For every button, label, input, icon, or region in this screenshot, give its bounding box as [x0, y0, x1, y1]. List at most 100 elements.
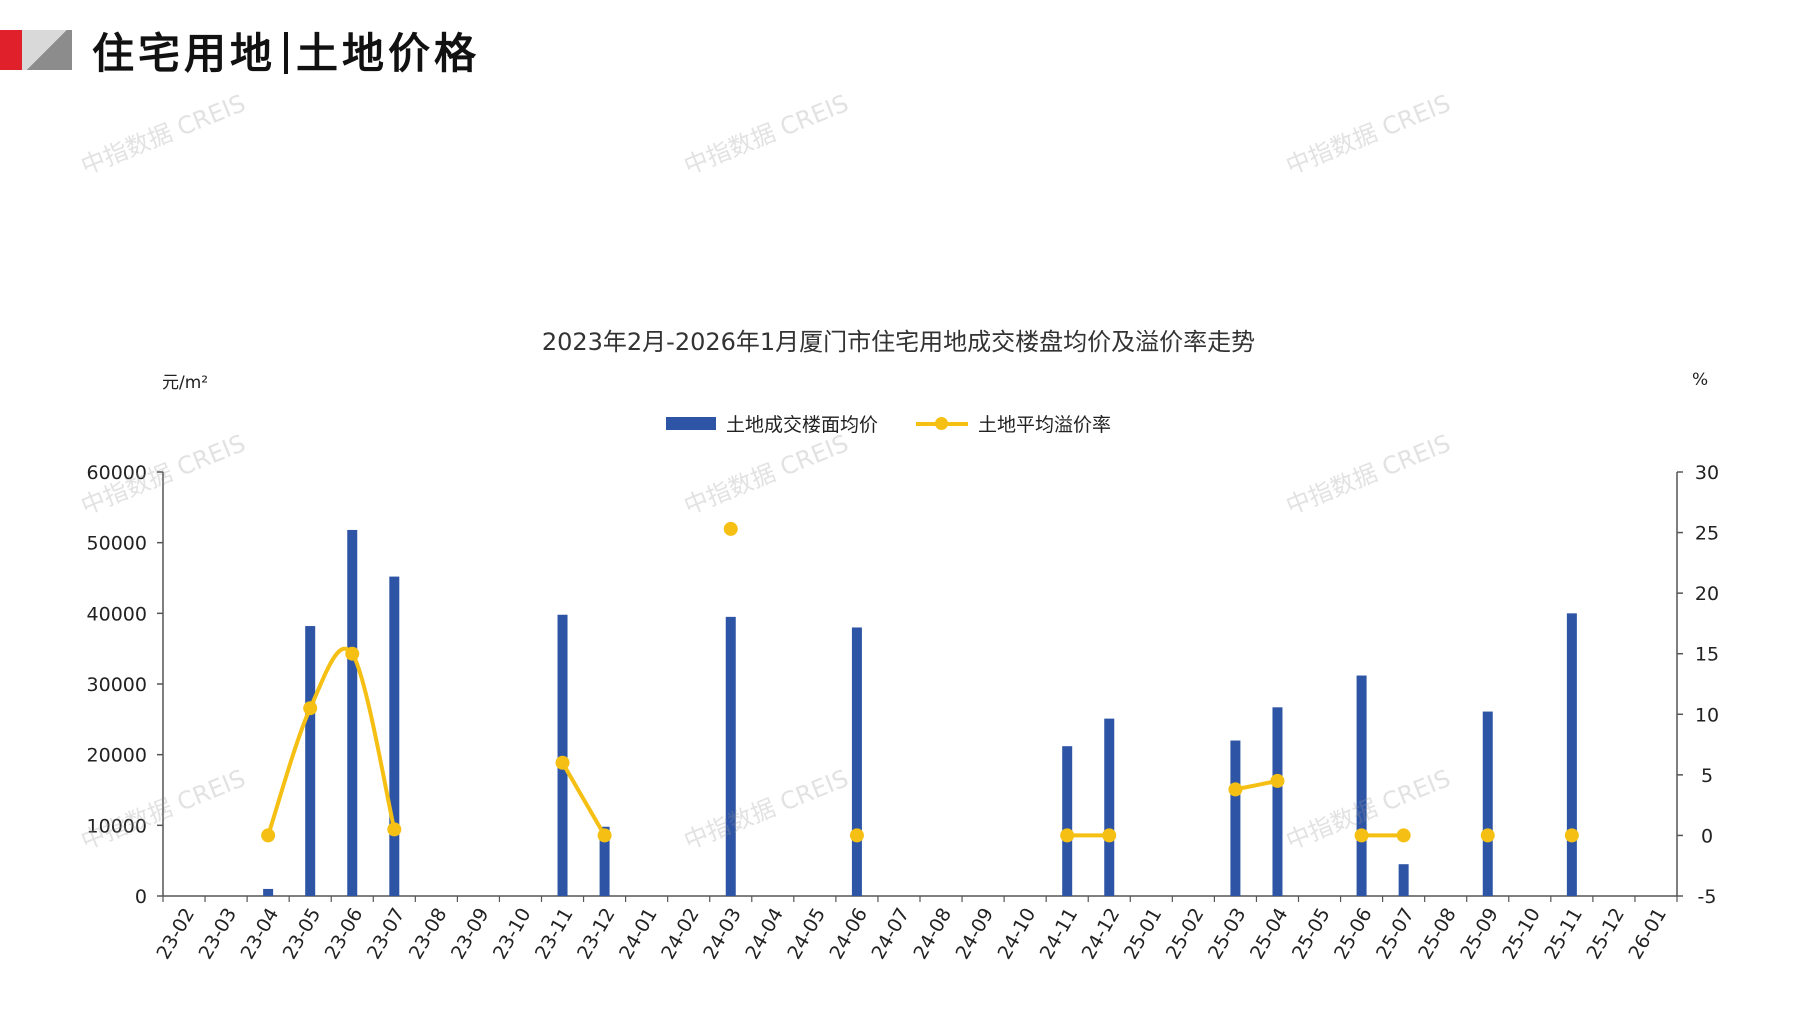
left-axis-unit: 元/m²	[162, 373, 209, 393]
x-tick-label: 25-03	[1204, 904, 1251, 963]
bar	[1104, 718, 1115, 896]
x-tick-label: 23-04	[237, 904, 284, 963]
x-tick-label: 25-09	[1456, 904, 1503, 963]
x-tick-label: 23-07	[363, 904, 410, 963]
x-tick-label: 24-04	[741, 904, 788, 963]
line-point	[1354, 828, 1369, 843]
line-point	[1102, 828, 1117, 843]
x-tick-label: 24-01	[615, 904, 662, 963]
page-title-left: 住宅用地	[92, 29, 277, 78]
legend-bar-label: 土地成交楼面均价	[726, 414, 879, 436]
x-tick-label: 24-06	[825, 904, 872, 963]
line-point	[1270, 773, 1285, 788]
bar	[347, 529, 358, 896]
right-tick-label: 0	[1701, 825, 1713, 847]
right-tick-label: 5	[1701, 765, 1713, 787]
bar	[305, 626, 316, 896]
line-point	[387, 822, 402, 837]
x-tick-label: 25-12	[1582, 904, 1629, 963]
x-tick-label: 26-01	[1624, 904, 1671, 963]
x-tick-label: 25-07	[1372, 904, 1419, 963]
x-tick-label: 25-04	[1246, 904, 1293, 963]
bar	[1482, 711, 1493, 896]
x-tick-label: 25-02	[1162, 904, 1209, 963]
bar	[851, 627, 862, 896]
left-tick-label: 20000	[87, 745, 147, 767]
bar	[389, 576, 400, 896]
x-tick-label: 25-11	[1540, 904, 1587, 963]
x-tick-label: 23-11	[531, 904, 578, 963]
right-tick-label: 10	[1695, 704, 1719, 726]
x-tick-label: 23-08	[405, 904, 452, 963]
x-tick-label: 24-07	[867, 904, 914, 963]
x-tick-label: 24-08	[909, 904, 956, 963]
x-tick-label: 23-02	[152, 904, 199, 963]
right-tick-label: 20	[1695, 583, 1719, 605]
line-point	[1480, 828, 1495, 843]
bar	[725, 616, 736, 896]
bar	[1566, 613, 1577, 896]
bar	[1398, 864, 1409, 896]
left-tick-label: 0	[135, 886, 147, 908]
right-tick-label: -5	[1698, 886, 1717, 908]
bar	[557, 614, 568, 896]
line-point	[1060, 828, 1075, 843]
left-tick-label: 10000	[87, 815, 147, 837]
x-tick-label: 25-10	[1498, 904, 1545, 963]
line-point	[555, 755, 570, 770]
line-point	[1396, 828, 1411, 843]
line-point	[723, 521, 738, 536]
x-tick-label: 25-05	[1288, 904, 1335, 963]
line-point	[849, 828, 864, 843]
left-tick-label: 40000	[87, 603, 147, 625]
bar	[1356, 675, 1367, 896]
right-axis-unit: %	[1692, 370, 1709, 390]
page-header: 住宅用地 土地价格	[0, 0, 600, 100]
bar	[599, 826, 610, 896]
x-tick-label: 23-12	[573, 904, 620, 963]
line-point	[1564, 828, 1579, 843]
line-point	[303, 701, 318, 716]
x-tick-label: 25-06	[1330, 904, 1377, 963]
right-tick-label: 25	[1695, 523, 1719, 545]
x-tick-label: 24-03	[699, 904, 746, 963]
line-point	[261, 828, 276, 843]
right-tick-label: 30	[1695, 462, 1719, 484]
line-point	[597, 828, 612, 843]
legend-line-swatch	[916, 417, 969, 430]
chart-legend: 土地成交楼面均价 土地平均溢价率	[666, 410, 1111, 437]
x-tick-label: 23-05	[279, 904, 326, 963]
x-tick-label: 24-02	[657, 904, 704, 963]
x-tick-label: 23-10	[489, 904, 536, 963]
right-tick-label: 15	[1695, 644, 1719, 666]
x-tick-label: 24-12	[1078, 904, 1125, 963]
x-tick-label: 25-01	[1120, 904, 1167, 963]
bar	[1230, 740, 1241, 896]
logo-red-block	[0, 30, 22, 70]
line-point	[1228, 782, 1243, 797]
x-tick-label: 23-06	[321, 904, 368, 963]
left-tick-label: 30000	[87, 674, 147, 696]
x-tick-label: 25-08	[1414, 904, 1461, 963]
legend-bar-swatch	[666, 417, 716, 430]
page-title-right: 土地价格	[296, 29, 481, 78]
x-tick-label: 23-03	[195, 904, 242, 963]
line-segment	[560, 761, 607, 837]
bar	[1272, 707, 1283, 896]
line-segment	[266, 646, 397, 837]
x-tick-label: 24-11	[1036, 904, 1083, 963]
left-tick-label: 60000	[87, 462, 147, 484]
line-point	[345, 646, 360, 661]
x-tick-label: 23-09	[447, 904, 494, 963]
x-tick-label: 24-10	[994, 904, 1041, 963]
x-tick-label: 24-05	[783, 904, 830, 963]
legend-line-label: 土地平均溢价率	[978, 414, 1112, 436]
logo-grey-block	[22, 30, 72, 70]
bar	[1062, 746, 1073, 896]
left-tick-label: 50000	[87, 533, 147, 555]
chart-title: 2023年2月-2026年1月厦门市住宅用地成交楼盘均价及溢价率走势	[541, 328, 1256, 356]
title-separator	[284, 32, 289, 74]
page-title: 住宅用地 土地价格	[92, 20, 480, 81]
bar	[263, 888, 274, 896]
